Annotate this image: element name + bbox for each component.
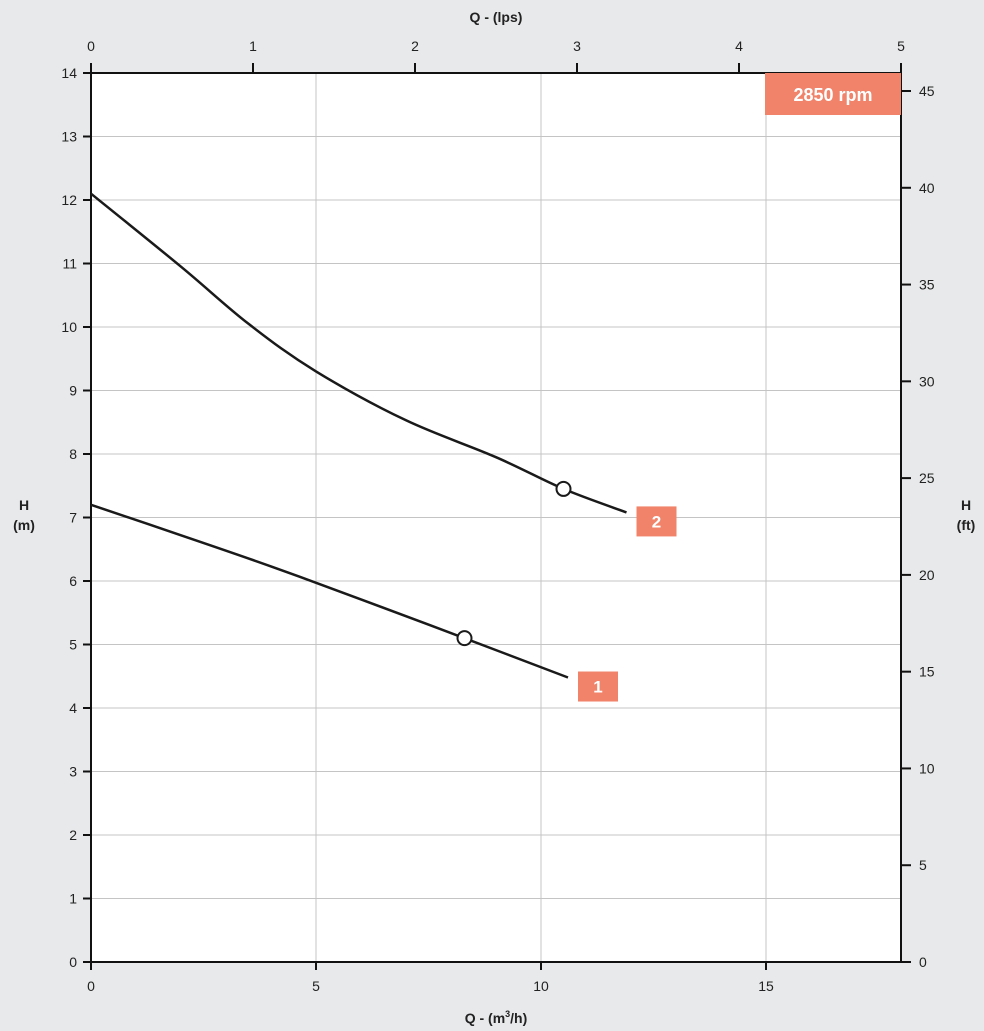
top-axis-title: Q - (lps) bbox=[470, 9, 523, 25]
operating-point-1 bbox=[456, 630, 473, 647]
curve-2 bbox=[90, 192, 627, 514]
bottom-axis-title-sup: 3 bbox=[505, 1009, 510, 1019]
right-tick-label: 30 bbox=[919, 373, 935, 389]
curve-1 bbox=[90, 503, 569, 679]
left-tick-label: 6 bbox=[69, 573, 77, 589]
top-tick-label: 3 bbox=[573, 38, 581, 54]
left-tick-label: 11 bbox=[62, 256, 77, 272]
top-tick-label: 4 bbox=[735, 38, 743, 54]
left-tick-label: 14 bbox=[61, 65, 77, 81]
left-tick-label: 0 bbox=[69, 954, 77, 970]
top-tick-label: 5 bbox=[897, 38, 905, 54]
left-tick-label: 7 bbox=[69, 510, 77, 526]
curve-badge-1 bbox=[578, 671, 618, 702]
curve-label-2: 2 bbox=[652, 512, 661, 531]
left-tick-label: 10 bbox=[61, 319, 77, 335]
curves: 12 bbox=[90, 192, 677, 702]
top-tick-label: 2 bbox=[411, 38, 419, 54]
left-tick-label: 4 bbox=[69, 700, 77, 716]
speed-badge bbox=[765, 73, 901, 115]
right-tick-label: 10 bbox=[919, 760, 935, 776]
bottom-axis-title-end: /h) bbox=[510, 1010, 527, 1026]
right-tick-label: 20 bbox=[919, 567, 935, 583]
right-tick-label: 45 bbox=[919, 83, 935, 99]
left-tick-label: 12 bbox=[61, 192, 77, 208]
bottom-tick-label: 0 bbox=[87, 978, 95, 994]
left-tick-label: 3 bbox=[69, 764, 77, 780]
right-tick-label: 35 bbox=[919, 277, 935, 293]
bottom-axis-title: Q - (m3/h) bbox=[465, 1009, 528, 1026]
right-tick-label: 15 bbox=[919, 664, 935, 680]
right-tick-label: 5 bbox=[919, 857, 927, 873]
curve-badge-2 bbox=[636, 506, 677, 537]
left-tick-label: 1 bbox=[69, 891, 77, 907]
bottom-axis-title-main: Q - (m bbox=[465, 1010, 505, 1026]
top-tick-label: 1 bbox=[249, 38, 257, 54]
left-tick-label: 5 bbox=[69, 637, 77, 653]
bottom-tick-label: 10 bbox=[533, 978, 549, 994]
bottom-tick-label: 5 bbox=[312, 978, 320, 994]
left-tick-label: 9 bbox=[69, 383, 77, 399]
left-tick-label: 13 bbox=[61, 129, 77, 145]
left-axis-title-line1: H bbox=[19, 497, 29, 513]
right-tick-label: 0 bbox=[919, 954, 927, 970]
speed-label: 2850 rpm bbox=[793, 85, 872, 105]
grid-lines bbox=[91, 73, 901, 962]
curve-label-1: 1 bbox=[593, 678, 602, 697]
right-tick-label: 40 bbox=[919, 180, 935, 196]
left-axis-title-line2: (m) bbox=[13, 517, 35, 533]
right-axis-title-line1: H bbox=[961, 497, 971, 513]
operating-point-2 bbox=[555, 480, 572, 497]
left-tick-label: 2 bbox=[69, 827, 77, 843]
left-tick-label: 8 bbox=[69, 446, 77, 462]
bottom-tick-label: 15 bbox=[758, 978, 774, 994]
right-tick-label: 25 bbox=[919, 470, 935, 486]
top-tick-label: 0 bbox=[87, 38, 95, 54]
right-axis-title-line2: (ft) bbox=[957, 517, 976, 533]
